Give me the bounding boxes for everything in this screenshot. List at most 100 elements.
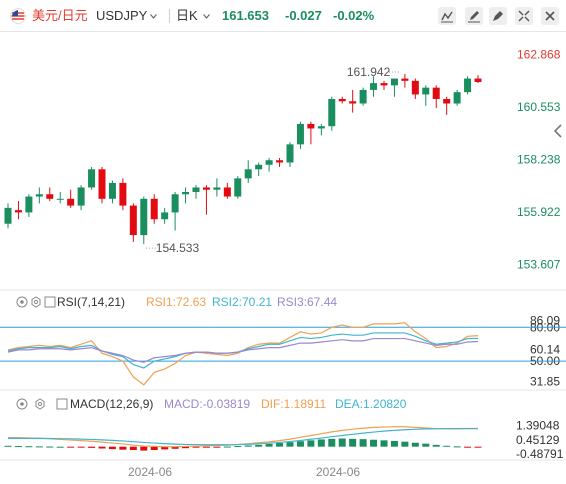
candle xyxy=(380,80,388,90)
candle xyxy=(46,187,54,202)
macd-bar xyxy=(56,446,64,448)
candle xyxy=(296,121,304,149)
candle xyxy=(213,178,221,197)
edit-button[interactable] xyxy=(465,7,483,25)
flag-us-icon xyxy=(10,8,26,24)
edit-icon xyxy=(468,11,480,23)
candle xyxy=(307,121,315,145)
draw-button[interactable] xyxy=(489,7,507,25)
candle xyxy=(244,160,252,183)
fullscreen-button[interactable] xyxy=(515,7,533,25)
candle xyxy=(98,167,106,204)
macd-bar xyxy=(213,446,221,448)
candle xyxy=(56,191,64,204)
macd-histogram xyxy=(4,438,482,451)
chevron-left-icon[interactable] xyxy=(551,118,565,144)
macd-bar xyxy=(98,446,106,449)
macd-bar xyxy=(150,446,158,450)
y-tick-label: 158.238 xyxy=(517,152,561,166)
low-annotation: 154.533 xyxy=(156,241,200,255)
macd-bar xyxy=(453,446,461,448)
macd-tick-label: -0.48791 xyxy=(516,447,564,461)
caret-down-icon[interactable] xyxy=(203,13,210,20)
candle xyxy=(464,76,472,95)
price-change: -0.027 xyxy=(285,8,322,23)
rsi-tick-label: 60.14 xyxy=(530,343,560,357)
last-price: 161.653 xyxy=(222,8,269,23)
candle xyxy=(265,157,273,172)
macd-legend: MACD(12,26,9) MACD:-0.03819 DIF:1.18911 … xyxy=(16,397,407,411)
macd-pane: MACD(12,26,9) MACD:-0.03819 DIF:1.18911 … xyxy=(0,397,566,461)
candle xyxy=(370,76,378,97)
rsi-tick-label: 86.09 xyxy=(530,313,560,327)
candle xyxy=(411,78,419,99)
macd-bar xyxy=(77,446,85,448)
macd-bar xyxy=(317,439,325,447)
caret-down-icon[interactable] xyxy=(150,13,157,20)
candle xyxy=(140,196,148,245)
price-change-percent: -0.02% xyxy=(333,8,375,23)
ticker-symbol[interactable]: USDJPY xyxy=(96,8,148,23)
macd-bar xyxy=(296,441,304,447)
macd-bar xyxy=(108,446,116,450)
macd-bar xyxy=(192,446,200,448)
close-button[interactable] xyxy=(541,7,559,25)
macd-bar xyxy=(223,446,231,448)
macd-bar xyxy=(411,442,419,447)
macd-value: MACD:-0.03819 xyxy=(164,397,250,411)
macd-bar xyxy=(46,446,54,448)
indicator-button[interactable] xyxy=(438,7,456,25)
candle xyxy=(4,203,12,229)
candle xyxy=(390,78,398,97)
eye-icon xyxy=(16,296,28,308)
candle xyxy=(474,75,482,84)
macd-bar xyxy=(380,440,388,447)
macd-lines xyxy=(8,426,479,448)
y-tick-label: 160.553 xyxy=(517,100,561,114)
macd-bar xyxy=(401,441,409,447)
macd-bar xyxy=(338,438,346,447)
candle xyxy=(150,194,158,224)
y-tick-label: 155.922 xyxy=(517,205,561,219)
macd-bar xyxy=(265,443,273,447)
macd-bar xyxy=(4,445,12,447)
macd-line xyxy=(8,427,479,446)
macd-bar xyxy=(234,446,242,448)
fullscreen-icon xyxy=(518,10,530,22)
close-icon xyxy=(545,11,555,21)
candle xyxy=(88,167,96,190)
settings-icon xyxy=(35,398,45,410)
candle xyxy=(443,96,451,115)
dea-value: DEA:1.20820 xyxy=(335,397,407,411)
timeframe-selector[interactable]: 日K xyxy=(176,8,198,23)
candle xyxy=(432,85,440,109)
candle xyxy=(317,123,325,136)
macd-bar xyxy=(390,440,398,447)
candle xyxy=(161,207,169,224)
macd-bar xyxy=(328,438,336,447)
macd-bar xyxy=(349,438,357,447)
candle xyxy=(338,96,346,104)
macd-tick-label: 0.45129 xyxy=(516,433,560,447)
macd-bar xyxy=(464,446,472,448)
candle xyxy=(401,74,409,88)
macd-bar xyxy=(14,446,22,448)
candlestick-series xyxy=(4,74,482,245)
candle xyxy=(453,89,461,106)
candle xyxy=(349,89,357,113)
macd-bar xyxy=(422,443,430,447)
candle xyxy=(359,87,367,106)
macd-bar xyxy=(88,446,96,448)
macd-bar xyxy=(307,440,315,447)
dif-value: DIF:1.18911 xyxy=(261,397,326,411)
candle xyxy=(182,187,190,204)
macd-bar xyxy=(244,445,252,447)
indicator-icon xyxy=(441,11,453,23)
high-annotation: 161.942 xyxy=(347,65,391,79)
macd-bar xyxy=(359,439,367,447)
symbol-name[interactable]: 美元/日元 xyxy=(32,8,88,23)
pen-icon xyxy=(493,11,503,21)
header-divider xyxy=(169,9,170,23)
